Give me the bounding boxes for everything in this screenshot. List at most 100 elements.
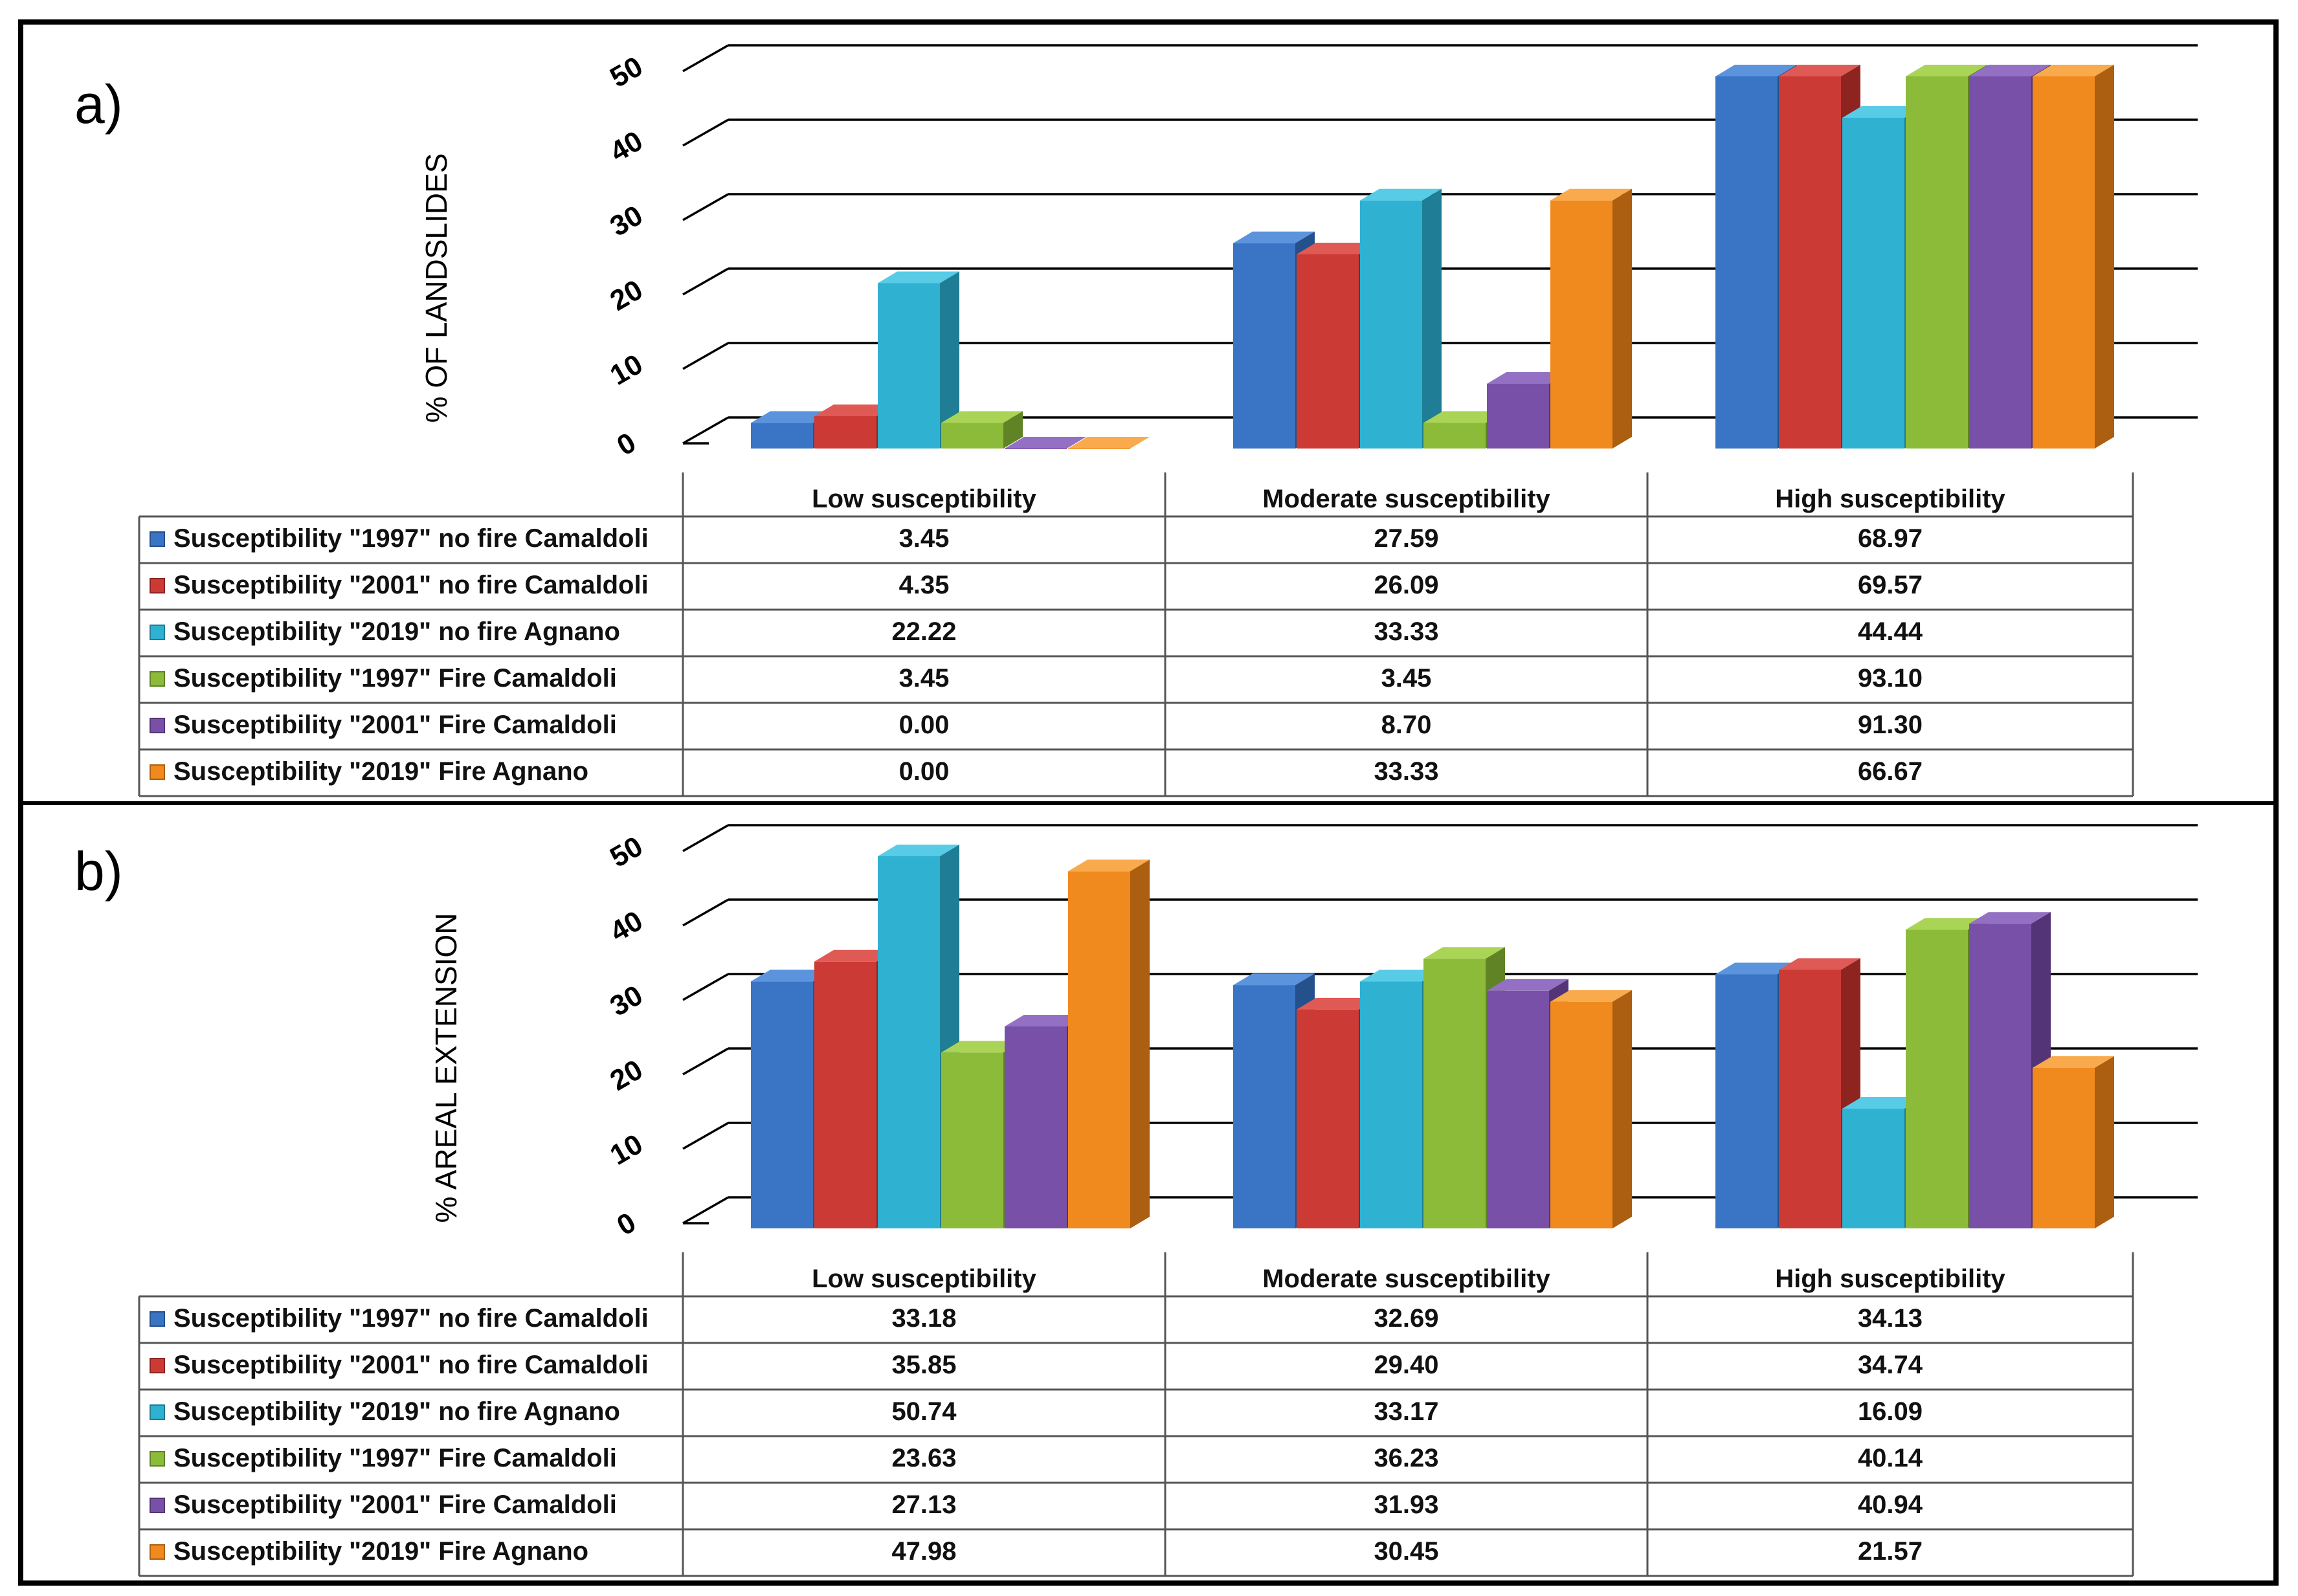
bar-front <box>1550 200 1612 449</box>
legend-entry: Susceptibility "2019" Fire Agnano <box>173 757 588 786</box>
y-tick-label: 10 <box>605 348 648 392</box>
gridline-diagonal <box>682 342 729 370</box>
bar <box>1068 437 1150 449</box>
bar-top <box>814 949 896 962</box>
category-label: Moderate susceptibility <box>1262 485 1550 513</box>
bar-front <box>1969 924 2031 1228</box>
bar-front <box>751 981 813 1228</box>
bar-front <box>1360 981 1422 1228</box>
legend-entry: Susceptibility "2019" no fire Agnano <box>173 1397 620 1426</box>
gridline-diagonal <box>682 416 729 445</box>
data-label: 0.00 <box>899 757 950 786</box>
bar-top <box>941 411 1023 423</box>
bar-front <box>1297 1009 1359 1228</box>
data-label: 21.57 <box>1858 1537 1923 1566</box>
bar-side <box>1612 990 1632 1228</box>
bar-top <box>878 845 959 856</box>
bar-front <box>751 423 813 449</box>
bar-front <box>1423 959 1486 1228</box>
data-label: 3.45 <box>899 524 950 553</box>
bar-top <box>1068 437 1150 449</box>
bar <box>1360 188 1442 449</box>
y-tick-label: 30 <box>605 979 648 1023</box>
chart-panel-b: b) % AREAL EXTENSION 0 10 20 30 40 50 Low suscep… <box>74 824 2198 1577</box>
y-tick-label: 20 <box>605 1054 648 1097</box>
data-label: 0.00 <box>899 711 950 739</box>
panel-label: a) <box>74 74 123 135</box>
y-tick-label: 40 <box>605 905 648 948</box>
legend-entry: Susceptibility "2019" Fire Agnano <box>173 1537 588 1566</box>
bar-top <box>2033 1056 2114 1068</box>
bar-top <box>814 404 896 416</box>
bar-front <box>1487 383 1549 449</box>
bar-top <box>941 1041 1023 1053</box>
bar-front <box>1969 76 2031 449</box>
data-label: 31.93 <box>1374 1491 1438 1519</box>
y-tick-label: 50 <box>605 50 648 94</box>
category-label: High susceptibility <box>1775 485 2005 513</box>
bar-front <box>878 856 940 1228</box>
bar-top <box>1068 859 1150 872</box>
bar <box>878 271 959 449</box>
bar-top <box>751 411 832 423</box>
bar <box>1068 859 1150 1228</box>
gridline-diagonal <box>682 898 729 927</box>
data-label: 33.17 <box>1374 1397 1438 1426</box>
bar <box>941 411 1023 449</box>
legend-swatch <box>150 718 165 733</box>
bar-top <box>1005 1015 1086 1027</box>
data-label: 16.09 <box>1858 1397 1923 1426</box>
data-label: 47.98 <box>891 1537 956 1566</box>
data-label: 33.33 <box>1374 617 1438 646</box>
bar-top <box>1969 912 2051 924</box>
data-label: 34.74 <box>1858 1351 1923 1379</box>
legend-entry: Susceptibility "2001" no fire Camaldoli <box>173 1351 649 1379</box>
gridline-diagonal <box>682 824 729 852</box>
bar-top <box>751 970 832 982</box>
bar-front <box>1779 970 1841 1228</box>
legend-swatch <box>150 1311 165 1327</box>
bar-top <box>1842 1096 1924 1109</box>
data-label: 22.22 <box>891 617 956 646</box>
data-label: 23.63 <box>891 1444 956 1472</box>
bar <box>2033 1056 2114 1228</box>
data-label: 33.18 <box>891 1304 956 1333</box>
bar-front <box>1233 243 1295 449</box>
bar <box>1550 990 1632 1228</box>
data-label: 4.35 <box>899 571 950 599</box>
bar-front <box>814 416 876 449</box>
data-label: 93.10 <box>1858 664 1923 693</box>
legend-swatch <box>150 578 165 593</box>
legend-swatch <box>150 1451 165 1467</box>
data-label: 36.23 <box>1374 1444 1438 1472</box>
bar-top <box>2033 65 2114 76</box>
bar-top <box>1779 65 1860 76</box>
bar-top <box>1297 242 1378 254</box>
bar-front <box>941 423 1003 449</box>
legend-entry: Susceptibility "2019" no fire Agnano <box>173 617 620 646</box>
bar-front <box>1297 254 1359 449</box>
bar-front <box>1715 974 1778 1228</box>
bar-front <box>1487 990 1549 1228</box>
bar-top <box>1487 371 1568 384</box>
data-label: 44.44 <box>1858 617 1923 646</box>
bar <box>1550 188 1632 449</box>
bar-front <box>1779 76 1841 449</box>
bar-front <box>1068 871 1130 1228</box>
bar-top <box>1297 997 1378 1010</box>
bar-front <box>1550 1001 1612 1228</box>
bar-front <box>1906 929 1968 1228</box>
bar-top <box>1842 105 1924 118</box>
bar-top <box>1423 411 1505 423</box>
data-label: 40.14 <box>1858 1444 1923 1472</box>
bar-top <box>878 271 959 283</box>
gridline-diagonal <box>682 1196 729 1225</box>
legend-swatch <box>150 1358 165 1373</box>
gridline-diagonal <box>682 267 729 296</box>
bar-top <box>1715 962 1797 975</box>
bar-front <box>941 1052 1003 1228</box>
legend-entry: Susceptibility "2001" Fire Camaldoli <box>173 1491 617 1519</box>
bar-side <box>1612 188 1632 449</box>
